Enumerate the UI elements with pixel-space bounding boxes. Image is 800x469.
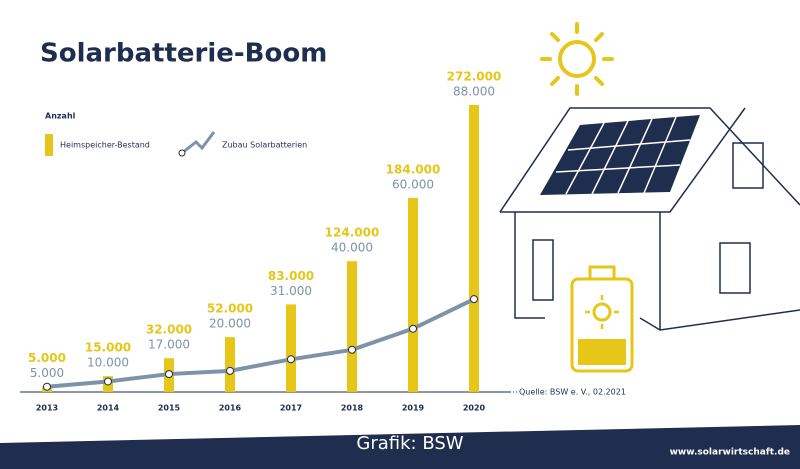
data-label: 5.000	[28, 351, 66, 365]
bar	[286, 304, 296, 392]
data-label: 10.000	[87, 356, 129, 370]
data-label: 20.000	[209, 317, 251, 331]
x-tick-label: 2014	[97, 404, 120, 413]
data-label: 124.000	[325, 226, 380, 240]
data-label: 15.000	[85, 341, 131, 355]
line-point	[409, 324, 417, 333]
legend-swatch	[181, 131, 216, 155]
panel-grid	[555, 116, 691, 195]
x-tick-label: 2015	[158, 404, 181, 413]
data-label: 88.000	[453, 85, 495, 99]
legend-swatch	[178, 149, 186, 157]
x-tick-label: 2017	[280, 404, 302, 413]
data-label: 40.000	[331, 241, 373, 255]
x-tick-label: 2013	[36, 404, 58, 413]
x-tick-label: 2016	[219, 404, 242, 413]
bar	[469, 105, 479, 392]
website: www.solarwirtschaft.de	[670, 448, 790, 458]
house-icon	[499, 107, 800, 331]
data-label: 272.000	[447, 70, 502, 84]
bar	[225, 337, 235, 392]
line-point	[43, 382, 51, 391]
credit: Grafik: BSW	[356, 433, 463, 454]
bar	[408, 197, 418, 392]
data-label: 83.000	[268, 269, 314, 283]
x-tick-label: 2020	[463, 404, 486, 413]
chart-subtitle: Anzahl	[45, 112, 76, 121]
line-point	[470, 295, 478, 304]
x-tick-label: 2018	[341, 404, 364, 413]
battery-icon	[570, 265, 634, 373]
footer-band	[0, 425, 800, 469]
line	[46, 297, 475, 389]
source-note: Quelle: BSW e. V., 02.2021	[519, 388, 626, 397]
solar-panel	[540, 115, 700, 195]
legend-label: Zubau Solarbatterien	[222, 141, 307, 150]
line-point	[287, 355, 295, 364]
sun-icon	[540, 22, 614, 96]
legend-swatch	[45, 134, 53, 156]
data-label: 32.000	[146, 323, 192, 337]
data-label: 31.000	[270, 284, 312, 298]
chart-title: Solarbatterie-Boom	[40, 39, 327, 69]
data-label: 184.000	[386, 162, 441, 176]
line-point	[226, 366, 234, 375]
x-tick-label: 2019	[402, 404, 425, 413]
data-label: 52.000	[207, 302, 253, 316]
bar	[347, 261, 357, 392]
data-label: 17.000	[148, 338, 190, 352]
line-point	[165, 370, 173, 379]
line-point	[348, 345, 356, 354]
data-label: 5.000	[30, 366, 64, 380]
data-label: 60.000	[392, 177, 434, 191]
line-point	[104, 377, 112, 386]
legend-label: Heimspeicher-Bestand	[60, 141, 150, 150]
